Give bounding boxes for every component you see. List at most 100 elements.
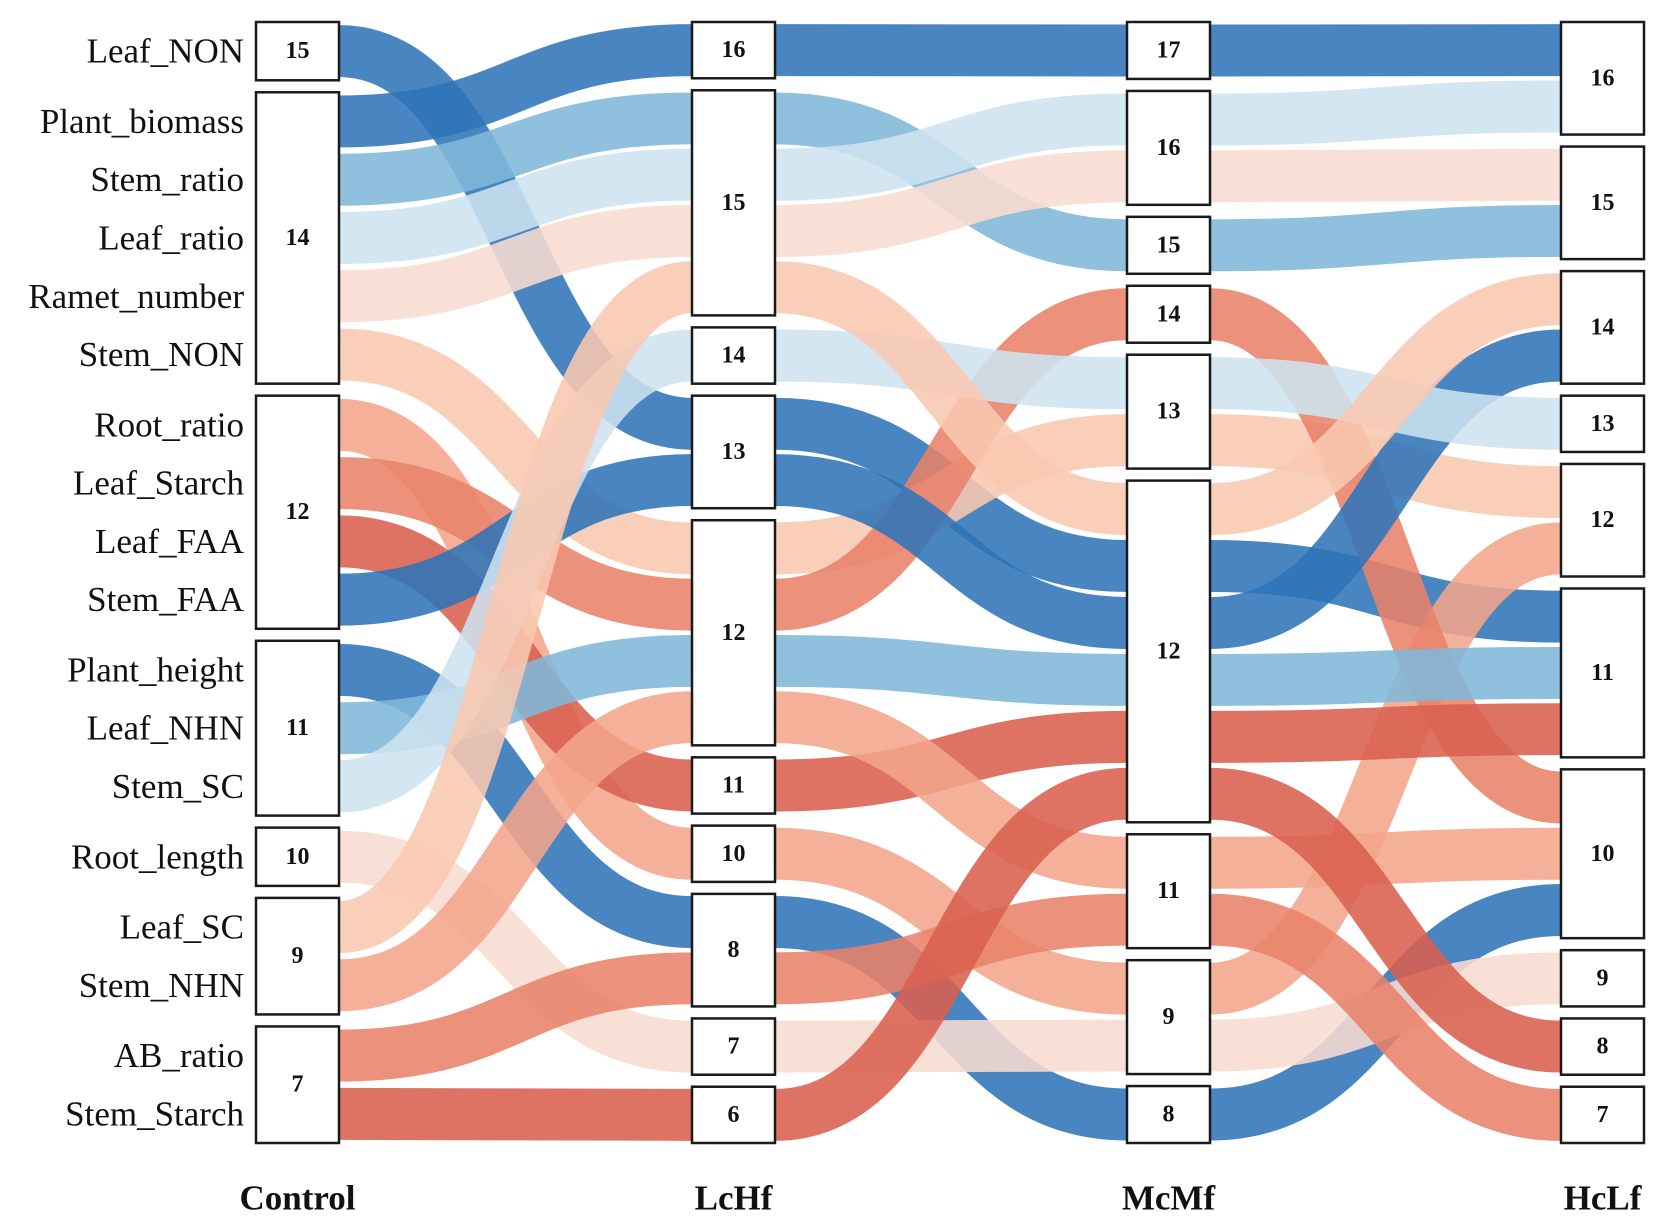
- rank-node-box: [254, 1025, 341, 1145]
- rank-node: 7: [254, 1025, 341, 1145]
- rank-node-box: [690, 1017, 777, 1076]
- flow-segment: [338, 952, 693, 1082]
- flow-segment: [338, 24, 693, 148]
- rank-node: 10: [690, 824, 777, 884]
- rank-node-box: [1125, 284, 1212, 344]
- rank-node-box: [1559, 587, 1646, 759]
- rank-node-box: [1125, 353, 1212, 470]
- rank-node-box: [690, 326, 777, 385]
- rank-node: 11: [254, 639, 341, 817]
- trait-label: Stem_SC: [112, 767, 244, 806]
- rank-node: 11: [1125, 833, 1212, 950]
- rank-value: 8: [728, 937, 740, 963]
- rank-node-box: [254, 896, 341, 1016]
- flow-segment: [1209, 273, 1562, 536]
- rank-node: 9: [1125, 958, 1212, 1076]
- rank-value: 10: [286, 844, 310, 870]
- flow-bands: [336, 24, 1564, 1141]
- rank-value: 9: [1597, 965, 1609, 991]
- rank-node-box: [1125, 215, 1212, 276]
- rank-value: 12: [286, 499, 310, 525]
- trait-label: AB_ratio: [114, 1036, 244, 1075]
- flow-leaf-sc: [336, 261, 1562, 953]
- flow-segment: [338, 148, 693, 264]
- rank-node: 12: [1125, 479, 1212, 824]
- rank-node: 10: [1559, 768, 1646, 940]
- trait-label: Ramet_number: [28, 277, 244, 316]
- rank-value: 10: [1591, 841, 1615, 867]
- flow-segment: [1208, 329, 1563, 649]
- rank-value: 8: [1163, 1102, 1175, 1128]
- rank-node: 7: [1559, 1085, 1646, 1145]
- rank-value: 12: [1157, 638, 1181, 664]
- rank-value: 11: [1157, 878, 1180, 904]
- trait-label: Root_length: [71, 837, 245, 876]
- flow-segment: [774, 896, 1128, 1141]
- rank-node: 15: [1559, 145, 1646, 261]
- rank-value: 6: [728, 1102, 740, 1128]
- rank-node-box: [1559, 145, 1646, 261]
- rank-value: 13: [1157, 399, 1181, 425]
- flow-segment: [1208, 522, 1563, 1015]
- stage-label: McMf: [1122, 1179, 1216, 1218]
- flow-segment: [774, 454, 1128, 649]
- rank-value: 15: [1157, 232, 1181, 258]
- trait-label: Stem_FAA: [87, 580, 245, 619]
- rank-node-box: [1559, 462, 1646, 578]
- rank-node: 8: [1125, 1084, 1212, 1145]
- rank-value: 14: [286, 225, 310, 251]
- rank-node-box: [690, 518, 777, 747]
- rank-node: 16: [1125, 89, 1212, 207]
- rank-node: 15: [1125, 215, 1212, 276]
- flow-stem-starch: [338, 767, 1563, 1141]
- rank-value: 15: [722, 190, 746, 216]
- rank-value: 17: [1157, 37, 1181, 63]
- rank-node: 7: [690, 1017, 777, 1076]
- rank-node-box: [254, 394, 341, 631]
- flow-segment: [773, 288, 1129, 631]
- rank-node-box: [1125, 833, 1212, 950]
- rank-node: 17: [1125, 20, 1212, 81]
- rank-value: 11: [722, 772, 745, 798]
- rank-node: 13: [1559, 394, 1646, 454]
- rank-node-box: [1559, 394, 1646, 454]
- flow-plant-biomass: [338, 24, 1562, 148]
- rank-node-box: [1559, 948, 1646, 1008]
- flow-segment: [774, 634, 1128, 706]
- stage-label: Control: [239, 1179, 355, 1218]
- trait-label: Root_ratio: [94, 405, 244, 444]
- flow-segment: [1209, 205, 1562, 272]
- rank-node: 11: [690, 756, 777, 815]
- rank-node-box: [690, 394, 777, 510]
- flow-ramet-number: [338, 148, 1562, 323]
- rank-value: 14: [1157, 301, 1181, 327]
- flow-segment: [1209, 80, 1562, 146]
- flow-segment: [774, 93, 1128, 201]
- rank-node: 8: [690, 892, 777, 1008]
- rank-node-box: [690, 20, 777, 80]
- flow-segment: [774, 1019, 1128, 1073]
- trait-label: Stem_NHN: [79, 966, 244, 1005]
- rank-node: 12: [1559, 462, 1646, 578]
- rank-value: 14: [1591, 314, 1615, 340]
- rank-node: 11: [1559, 587, 1646, 759]
- rank-node: 12: [690, 518, 777, 747]
- rank-node: 9: [1559, 948, 1646, 1008]
- stage-label: HcLf: [1564, 1179, 1642, 1218]
- rank-value: 9: [292, 943, 304, 969]
- trait-label: Leaf_ratio: [98, 218, 244, 257]
- trait-label: Stem_ratio: [90, 160, 244, 199]
- flow-segment: [338, 205, 693, 323]
- rank-value: 11: [1591, 660, 1614, 686]
- flow-segment: [338, 1087, 693, 1141]
- flow-segment: [1209, 646, 1562, 706]
- rank-value: 7: [292, 1072, 304, 1098]
- rank-node-box: [1125, 958, 1212, 1076]
- rank-node-box: [1559, 20, 1646, 136]
- trait-label: Plant_height: [67, 650, 244, 689]
- rank-node: 16: [1559, 20, 1646, 136]
- rank-node: 12: [254, 394, 341, 631]
- rank-node-box: [254, 639, 341, 817]
- trait-label: Leaf_NON: [87, 32, 244, 71]
